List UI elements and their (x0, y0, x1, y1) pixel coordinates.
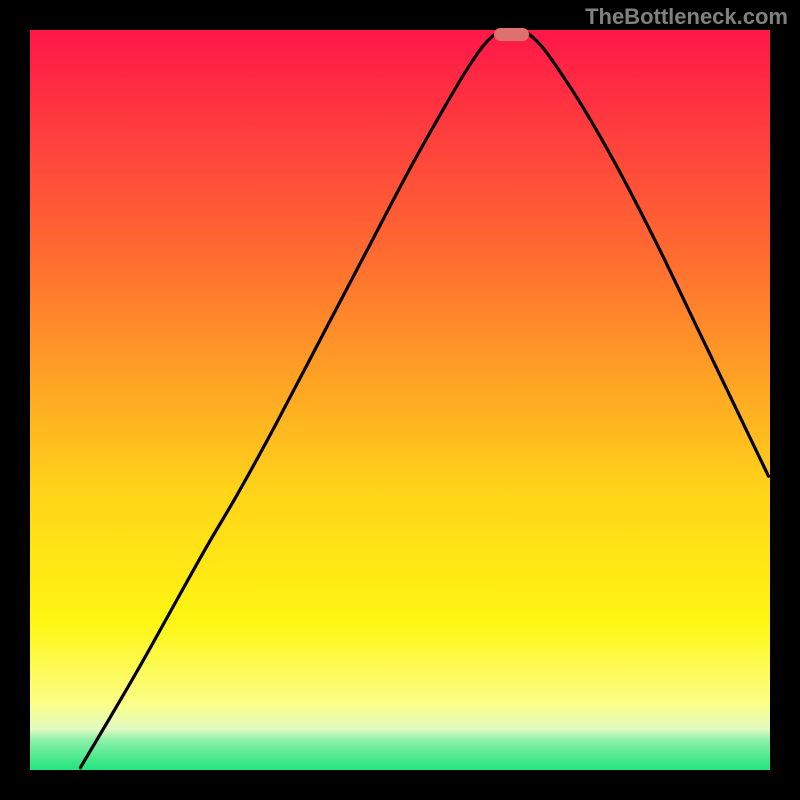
bottleneck-curve (30, 30, 770, 770)
gradient-plot-area (30, 30, 770, 770)
optimum-marker (494, 28, 529, 41)
watermark-text: TheBottleneck.com (585, 4, 788, 30)
